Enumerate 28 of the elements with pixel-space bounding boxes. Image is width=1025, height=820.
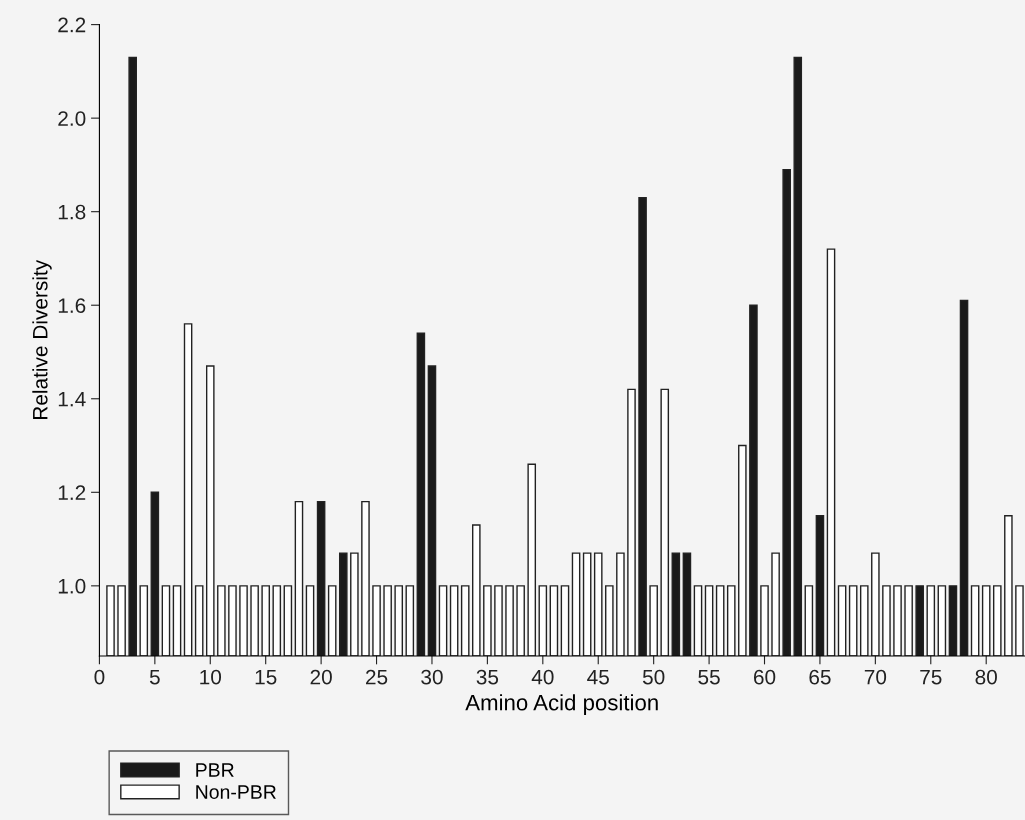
y-axis-title: Relative Diversity [32, 259, 52, 420]
x-tick-label: 5 [149, 669, 160, 685]
x-tick-label: 75 [920, 669, 942, 685]
x-tick-label: 20 [310, 669, 332, 685]
x-tick-label: 25 [366, 669, 388, 685]
x-tick-label: 30 [421, 669, 443, 685]
y-tick-label: 1.0 [58, 578, 86, 594]
x-tick-label: 65 [809, 669, 831, 685]
x-tick-label: 45 [587, 669, 609, 685]
y-tick-label: 1.6 [58, 298, 86, 313]
legend-label: Non-PBR [196, 785, 276, 799]
x-tick-label: 80 [975, 669, 997, 685]
x-tick-label: 70 [864, 669, 887, 685]
legend-label: PBR [196, 763, 234, 777]
y-tick-label: 1.8 [58, 204, 86, 220]
x-tick-label: 15 [255, 669, 277, 685]
x-tick-label: 35 [476, 669, 499, 685]
y-tick-label: 2.2 [58, 17, 86, 33]
y-tick-label: 2.0 [58, 111, 86, 126]
y-tick-label: 1.4 [58, 391, 86, 407]
x-tick-label: 55 [698, 669, 720, 685]
x-tick-label: 40 [531, 669, 554, 685]
x-axis-title: Amino Acid position [465, 694, 658, 715]
x-tick-label: 0 [94, 669, 105, 685]
x-tick-label: 10 [200, 669, 222, 685]
x-tick-label: 60 [753, 669, 776, 685]
x-tick-label: 50 [642, 669, 665, 685]
y-tick-label: 1.2 [58, 485, 86, 500]
